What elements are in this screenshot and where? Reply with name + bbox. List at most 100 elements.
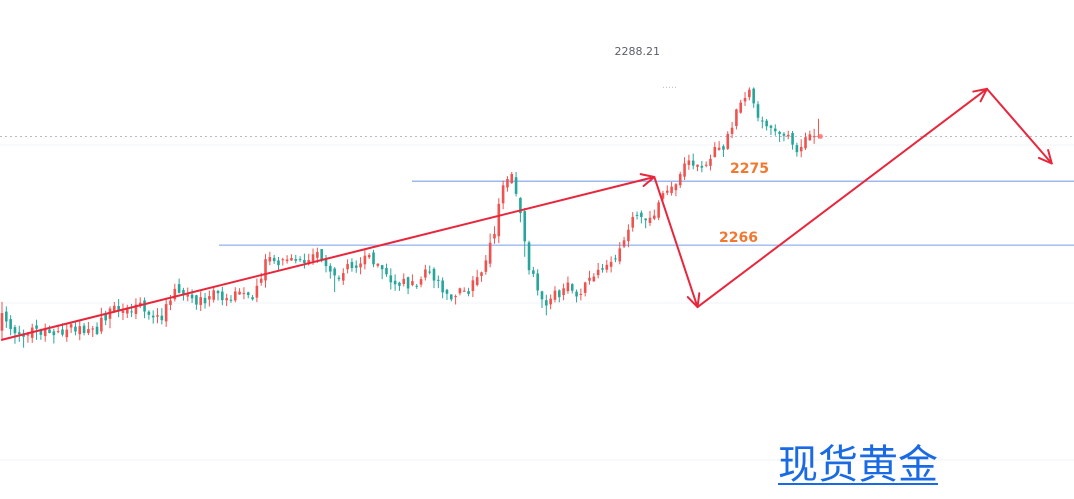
candle-body (259, 278, 263, 283)
candle-body (303, 260, 306, 264)
candle-body (614, 258, 617, 260)
candle-body (212, 290, 215, 300)
candle-body (298, 259, 302, 261)
candle-body (17, 332, 21, 335)
candle-body (519, 197, 522, 214)
candle-body (691, 160, 695, 166)
candle-body (87, 329, 90, 334)
candle-body (389, 275, 393, 283)
candle-body (415, 285, 419, 287)
candle-body (424, 269, 427, 278)
trend-arrows (1, 87, 1053, 341)
candle-body (272, 257, 276, 262)
price-levels (0, 86, 1074, 246)
candle-body (592, 276, 596, 282)
candle-body (722, 146, 725, 150)
candle-body (156, 315, 159, 317)
candle-body (644, 218, 647, 221)
candle-body (812, 136, 816, 138)
candle-body (43, 329, 47, 337)
candle-body (752, 88, 755, 104)
candle-body (380, 265, 384, 270)
candle-body (100, 317, 103, 332)
candle-body (238, 291, 241, 295)
candle-body (337, 277, 341, 280)
candle-body (588, 277, 591, 281)
candle-body (804, 137, 807, 149)
candle-body (216, 290, 220, 294)
candle-body (782, 133, 786, 136)
peak-price-label: 2288.21 (614, 45, 661, 58)
candle-body (730, 127, 734, 134)
candle-body (104, 313, 107, 321)
candle-body (657, 202, 660, 218)
candle-body (406, 277, 410, 289)
candle-body (13, 327, 17, 334)
candle-body (549, 298, 552, 305)
candle-body (622, 240, 626, 247)
candle-body (367, 255, 371, 258)
candle-body (251, 297, 254, 300)
candle-body (769, 125, 773, 128)
candle-body (601, 268, 604, 270)
candle-body (65, 329, 69, 338)
candle-body (786, 134, 790, 137)
candle-body (497, 203, 501, 237)
candle-body (700, 165, 704, 168)
candle-body (618, 248, 622, 262)
candle-body (627, 229, 630, 242)
arrow-line (1, 175, 656, 341)
candle-body (506, 179, 509, 188)
candle-body (717, 147, 721, 150)
candle-body (428, 271, 431, 273)
candle-body (562, 288, 565, 296)
candle-body (229, 299, 233, 301)
candle-body (557, 290, 561, 298)
candle-body (462, 290, 466, 292)
candle-body (778, 131, 781, 134)
candle-body (130, 311, 133, 313)
candle-body (74, 326, 77, 332)
candle-body (264, 259, 267, 281)
candle-body (596, 269, 600, 276)
candle-body (467, 291, 470, 294)
candle-body (545, 300, 548, 306)
candle-body (765, 120, 768, 127)
candle-body (458, 288, 462, 294)
candle-body (743, 98, 747, 102)
candle-body (583, 282, 587, 293)
level-label-2275: 2275 (730, 161, 769, 177)
candle-body (471, 280, 475, 292)
candle-body (195, 295, 198, 305)
candle-body (670, 186, 673, 193)
candle-body (134, 304, 138, 314)
candle-body (605, 264, 609, 270)
candle-body (350, 262, 354, 268)
candle-body (346, 264, 349, 270)
candle-body (665, 190, 669, 193)
candle-body (579, 293, 583, 295)
candle-body (5, 311, 8, 322)
candle-body (147, 311, 151, 315)
candle-body (540, 291, 544, 300)
candle-body (411, 281, 414, 286)
candle-body (609, 261, 613, 267)
candle-body (290, 258, 293, 261)
candle-body (661, 193, 665, 199)
candle-body (678, 174, 682, 186)
candle-body (48, 329, 51, 334)
candle-body (532, 270, 535, 274)
candle-body (320, 249, 323, 261)
candle-body (735, 109, 738, 127)
candle-body (709, 158, 712, 166)
candle-body (333, 268, 336, 276)
arrow-line (696, 87, 988, 309)
candle-body (674, 184, 678, 191)
candle-body (648, 217, 652, 223)
candle-body (61, 329, 64, 335)
candle-body (536, 273, 539, 291)
candle-body (372, 252, 375, 265)
candle-body (359, 263, 362, 268)
candle-body (631, 216, 635, 228)
